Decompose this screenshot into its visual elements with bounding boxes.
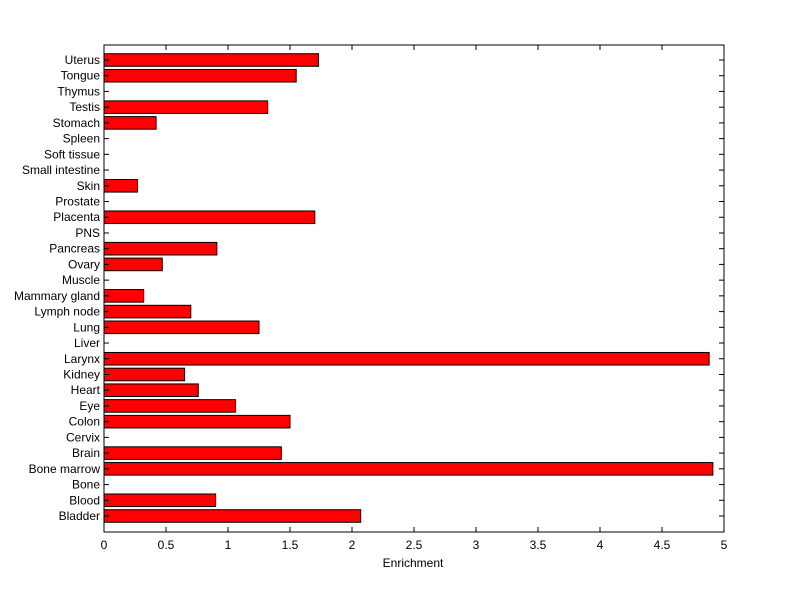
y-tick-label-spleen: Spleen	[63, 132, 100, 146]
x-tick-label-4: 2	[349, 538, 356, 552]
y-tick-label-uterus: Uterus	[65, 53, 100, 67]
x-tick-label-3: 1.5	[282, 538, 299, 552]
y-tick-label-blood: Blood	[69, 493, 100, 507]
x-tick-label-1: 0.5	[158, 538, 175, 552]
y-tick-label-bladder: Bladder	[59, 509, 100, 523]
y-tick-label-bone: Bone	[72, 478, 100, 492]
plot-frame	[103, 44, 725, 533]
y-tick-label-thymus: Thymus	[57, 84, 100, 98]
bar-eye	[103, 399, 236, 413]
y-tick-label-tongue: Tongue	[61, 69, 101, 83]
y-tick-label-bone-marrow: Bone marrow	[29, 462, 101, 476]
y-tick-label-kidney: Kidney	[63, 367, 100, 381]
x-tick-label-9: 4.5	[654, 538, 671, 552]
y-tick-label-colon: Colon	[69, 415, 100, 429]
x-tick-label-0: 0	[101, 538, 108, 552]
bar-bladder	[103, 509, 362, 523]
y-tick-label-placenta: Placenta	[53, 210, 100, 224]
bar-placenta	[103, 210, 316, 225]
y-tick-label-soft-tissue: Soft tissue	[44, 147, 100, 161]
y-tick-label-lymph-node: Lymph node	[34, 305, 100, 319]
y-tick-label-larynx: Larynx	[64, 352, 100, 366]
y-tick-label-pns: PNS	[75, 226, 100, 240]
x-tick-label-6: 3	[473, 538, 480, 552]
y-tick-label-mammary-gland: Mammary gland	[14, 289, 100, 303]
x-ticks-group: 0 0.5 1 1.5 2 2.5 3 3.5 4 4.5 5	[101, 45, 728, 552]
bar-heart	[103, 383, 199, 398]
y-tick-label-skin: Skin	[77, 179, 100, 193]
y-tick-label-small-intestine: Small intestine	[22, 163, 100, 177]
y-tick-label-cervix: Cervix	[66, 430, 100, 444]
y-tick-label-heart: Heart	[71, 383, 101, 397]
y-tick-label-ovary: Ovary	[68, 257, 100, 271]
bar-testis	[103, 100, 269, 114]
bar-uterus	[103, 53, 320, 67]
y-tick-label-brain: Brain	[72, 446, 100, 460]
y-tick-label-liver: Liver	[74, 336, 100, 350]
y-tick-label-testis: Testis	[69, 100, 100, 114]
x-axis-label: Enrichment	[383, 556, 444, 570]
y-tick-label-pancreas: Pancreas	[49, 242, 100, 256]
bar-bone-marrow	[103, 462, 714, 476]
x-tick-label-5: 2.5	[406, 538, 423, 552]
bar-stomach	[103, 116, 157, 130]
x-tick-label-7: 3.5	[530, 538, 547, 552]
x-tick-label-10: 5	[721, 538, 728, 552]
bar-skin	[103, 179, 138, 193]
bar-lung	[103, 320, 260, 335]
bar-pancreas	[103, 241, 218, 256]
bar-tongue	[103, 68, 297, 83]
y-tick-label-lung: Lung	[73, 320, 100, 334]
x-tick-label-2: 1	[225, 538, 232, 552]
y-tick-label-prostate: Prostate	[55, 195, 100, 209]
bar-blood	[103, 493, 217, 508]
bar-lymph-node	[103, 304, 192, 319]
bar-brain	[103, 446, 282, 460]
bar-colon	[103, 414, 291, 429]
y-tick-label-eye: Eye	[79, 399, 100, 413]
bar-mammary-gland	[103, 289, 145, 303]
bar-ovary	[103, 257, 163, 272]
x-tick-label-8: 4	[597, 538, 604, 552]
bar-kidney	[103, 367, 186, 382]
y-tick-label-muscle: Muscle	[62, 273, 100, 287]
bar-larynx	[103, 351, 710, 366]
y-tick-label-stomach: Stomach	[53, 116, 100, 130]
